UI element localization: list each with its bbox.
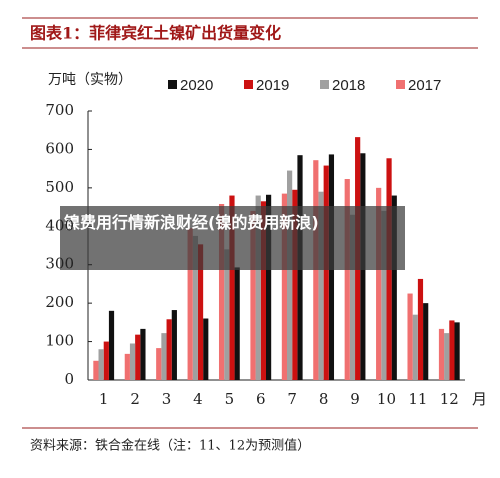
x-tick-label: 3 <box>162 390 172 408</box>
legend-label: 2020 <box>180 77 213 94</box>
bar <box>161 333 167 380</box>
source: 资料来源：铁合金在线（注：11、12为预测值） <box>30 438 310 454</box>
bar <box>438 328 445 380</box>
bar <box>449 320 455 380</box>
bar <box>103 341 109 380</box>
x-tick-label: 12 <box>440 390 459 408</box>
bar <box>234 267 240 380</box>
x-tick-label: 10 <box>377 390 396 408</box>
bar <box>292 189 298 380</box>
bar <box>454 322 460 380</box>
y-tick-label: 100 <box>45 332 74 350</box>
bar <box>108 310 115 380</box>
x-tick-label: 8 <box>319 390 329 408</box>
y-tick-label: 600 <box>45 139 74 157</box>
bar <box>250 210 256 380</box>
bar <box>407 293 413 380</box>
x-tick-label: 1 <box>99 390 109 408</box>
bar <box>255 195 261 380</box>
overlay-banner <box>60 206 405 270</box>
bar <box>224 249 230 380</box>
bar <box>281 193 288 380</box>
bar <box>444 333 450 380</box>
x-tick-label: 2 <box>130 390 140 408</box>
x-tick-label: 7 <box>287 390 297 408</box>
legend-swatch <box>168 80 177 89</box>
x-tick-label: 4 <box>193 390 203 408</box>
legend-label: 2017 <box>408 77 441 94</box>
bar <box>391 195 397 380</box>
bar <box>156 348 162 380</box>
y-tick-label: 500 <box>45 178 74 196</box>
bar <box>376 187 382 380</box>
bar <box>171 310 177 380</box>
y-tick-label: 400 <box>45 216 74 234</box>
bar <box>166 319 172 380</box>
bar <box>98 349 104 380</box>
bar <box>265 194 272 380</box>
bar <box>192 235 198 380</box>
y-tick-label: 300 <box>45 255 74 273</box>
overlay-text: 镍费用行情新浪财经(镍的费用新浪) <box>64 213 319 232</box>
bar <box>203 318 209 380</box>
y-tick-label: 200 <box>45 293 74 311</box>
y-tick-label: 0 <box>64 370 74 388</box>
x-tick-label: 9 <box>350 390 360 408</box>
bar <box>323 165 329 380</box>
bar <box>412 314 418 380</box>
bar <box>218 203 225 380</box>
legend-swatch <box>244 80 253 89</box>
bar <box>140 328 146 380</box>
bar <box>124 353 130 380</box>
bar <box>187 228 193 380</box>
x-axis-label: 月 <box>472 390 487 408</box>
x-tick-label: 5 <box>225 390 235 408</box>
y-axis-label: 万吨（实物） <box>48 72 132 88</box>
bar <box>197 244 204 380</box>
bar <box>313 160 319 380</box>
bar <box>129 343 136 380</box>
legend-label: 2019 <box>256 77 289 94</box>
bar <box>349 214 356 380</box>
bar <box>93 360 99 380</box>
x-tick-label: 6 <box>256 390 266 408</box>
bar <box>423 303 429 380</box>
bar <box>260 201 266 380</box>
bar <box>318 191 324 380</box>
x-tick-label: 11 <box>408 390 427 408</box>
bar <box>229 195 235 380</box>
legend-label: 2018 <box>332 77 365 94</box>
y-tick-label: 700 <box>45 101 74 119</box>
legend-swatch <box>320 80 329 89</box>
bar <box>417 278 424 380</box>
bar <box>344 179 350 380</box>
legend-swatch <box>396 80 405 89</box>
chart-title: 图表1：菲律宾红土镍矿出货量变化 <box>30 24 281 43</box>
bar <box>287 170 293 380</box>
bar <box>381 210 387 380</box>
bar <box>135 334 141 380</box>
